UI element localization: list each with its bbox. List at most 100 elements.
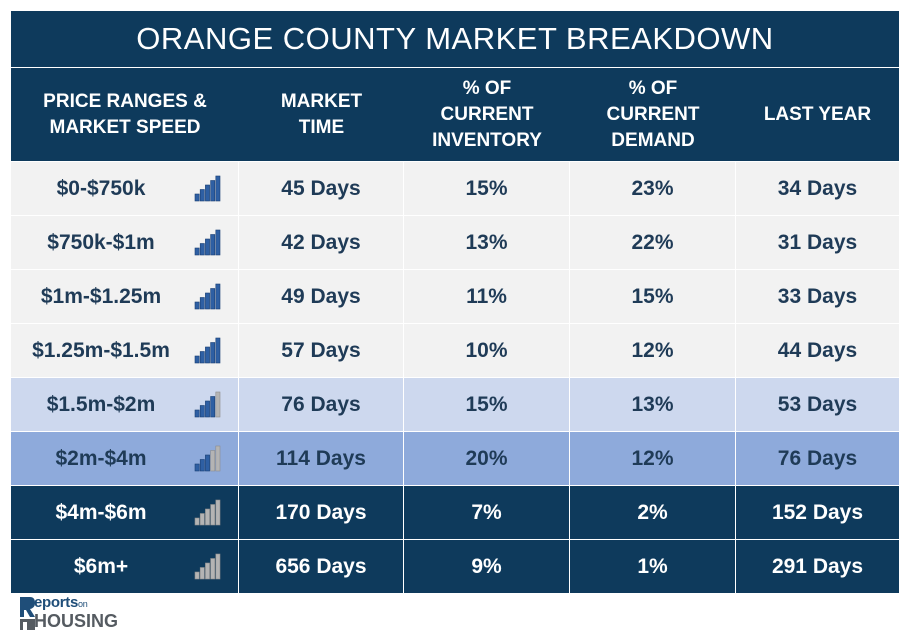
inventory-cell: 20% <box>404 432 570 485</box>
logo-on: on <box>78 599 88 609</box>
signal-bar <box>194 247 200 256</box>
logo-housing-text: HOUSING <box>34 611 119 631</box>
signal-bar <box>194 409 200 418</box>
inventory-cell: 10% <box>404 324 570 377</box>
logo-reports-text: eportson <box>34 594 88 611</box>
price-range-cell: $6m+ <box>11 540 239 593</box>
demand-cell: 13% <box>570 378 736 431</box>
table-row: $0-$750k 45 Days 15% 23% 34 Days <box>11 161 899 215</box>
header-inventory: % OF CURRENT INVENTORY <box>432 77 542 151</box>
market-time-cell: 57 Days <box>239 324 404 377</box>
signal-bar <box>205 454 210 472</box>
table-row: $1.5m-$2m 76 Days 15% 13% 53 Days <box>11 377 899 431</box>
last-year-cell: 34 Days <box>777 176 858 200</box>
table-row: $2m-$4m 114 Days 20% 12% 76 Days <box>11 431 899 485</box>
signal-bar <box>215 175 221 202</box>
price-range-cell: $750k-$1m <box>11 216 239 269</box>
table-row: $1.25m-$1.5m 57 Days 10% 12% 44 Days <box>11 323 899 377</box>
price-range-cell: $1.25m-$1.5m <box>11 324 239 377</box>
signal-bar <box>194 571 200 580</box>
demand-cell: 22% <box>570 216 736 269</box>
signal-bar <box>205 292 210 310</box>
signal-bars-icon <box>194 283 221 310</box>
signal-bar <box>215 283 221 310</box>
price-range-cell: $1.5m-$2m <box>11 378 239 431</box>
header-price-ranges: PRICE RANGES & MARKET SPEED <box>43 90 207 138</box>
signal-bar <box>194 355 200 364</box>
signal-bar <box>210 288 216 310</box>
signal-bars-icon <box>194 229 221 256</box>
signal-bar <box>215 445 221 472</box>
inventory-cell: 9% <box>404 540 570 593</box>
market-time-cell: 114 Days <box>239 432 404 485</box>
signal-bars-icon <box>194 391 221 418</box>
signal-bar <box>199 513 205 526</box>
market-time-cell: 49 Days <box>239 270 404 323</box>
last-year-cell: 33 Days <box>777 284 858 308</box>
signal-bar <box>205 400 210 418</box>
signal-bar <box>205 184 210 202</box>
price-range-label: $6m+ <box>73 554 129 578</box>
market-time-cell: 76 Days <box>239 378 404 431</box>
table-row: $1m-$1.25m 49 Days 11% 15% 33 Days <box>11 269 899 323</box>
signal-bar <box>205 346 210 364</box>
inventory-cell: 15% <box>404 162 570 215</box>
signal-bars-icon <box>194 175 221 202</box>
market-time-cell: 42 Days <box>239 216 404 269</box>
last-year-cell: 152 Days <box>771 500 864 524</box>
demand-cell: 23% <box>570 162 736 215</box>
signal-bar <box>199 405 205 418</box>
signal-bar <box>194 517 200 526</box>
signal-bar <box>194 193 200 202</box>
inventory-cell: 7% <box>404 486 570 539</box>
header-demand: % OF CURRENT DEMAND <box>606 77 700 151</box>
last-year-cell: 53 Days <box>777 392 858 416</box>
market-breakdown-table: ORANGE COUNTY MARKET BREAKDOWN PRICE RAN… <box>11 11 899 593</box>
market-time-cell: 656 Days <box>239 540 404 593</box>
logo-r-mark <box>20 597 35 630</box>
table-row: $750k-$1m 42 Days 13% 22% 31 Days <box>11 215 899 269</box>
table-row: $6m+ 656 Days 9% 1% 291 Days <box>11 539 899 593</box>
signal-bar <box>205 508 210 526</box>
signal-bar <box>215 391 221 418</box>
price-range-label: $2m-$4m <box>55 446 147 470</box>
signal-bar <box>194 463 200 472</box>
last-year-cell: 31 Days <box>777 230 858 254</box>
signal-bars-icon <box>194 553 221 580</box>
signal-bar <box>215 337 221 364</box>
signal-bar <box>210 504 216 526</box>
header-market-time: MARKET TIME <box>280 90 363 138</box>
signal-bar <box>205 562 210 580</box>
inventory-cell: 11% <box>404 270 570 323</box>
price-range-label: $1.5m-$2m <box>46 392 156 416</box>
signal-bar <box>199 459 205 472</box>
signal-bar <box>210 234 216 256</box>
demand-cell: 12% <box>570 432 736 485</box>
price-range-cell: $1m-$1.25m <box>11 270 239 323</box>
logo-line1: eports <box>34 594 79 611</box>
signal-bar <box>194 301 200 310</box>
price-range-cell: $4m-$6m <box>11 486 239 539</box>
header-last-year: LAST YEAR <box>763 103 872 125</box>
reports-on-housing-logo: eportson HOUSING <box>18 593 138 633</box>
inventory-cell: 13% <box>404 216 570 269</box>
signal-bar <box>199 351 205 364</box>
market-time-cell: 45 Days <box>239 162 404 215</box>
header-row: PRICE RANGES & MARKET SPEED MARKET TIME … <box>11 68 899 161</box>
price-range-label: $750k-$1m <box>47 230 155 254</box>
price-range-label: $1.25m-$1.5m <box>32 338 170 362</box>
price-range-label: $0-$750k <box>56 176 146 200</box>
table-row: $4m-$6m 170 Days 7% 2% 152 Days <box>11 485 899 539</box>
demand-cell: 12% <box>570 324 736 377</box>
table-body: $0-$750k 45 Days 15% 23% 34 Days $750k-$1m 42 … <box>11 161 899 593</box>
signal-bar <box>215 553 221 580</box>
signal-bar <box>210 180 216 202</box>
price-range-cell: $2m-$4m <box>11 432 239 485</box>
signal-bar <box>199 189 205 202</box>
signal-bars-icon <box>194 337 221 364</box>
demand-cell: 15% <box>570 270 736 323</box>
price-range-label: $4m-$6m <box>55 500 147 524</box>
demand-cell: 2% <box>570 486 736 539</box>
signal-bars-icon <box>194 445 221 472</box>
last-year-cell: 291 Days <box>771 554 864 578</box>
